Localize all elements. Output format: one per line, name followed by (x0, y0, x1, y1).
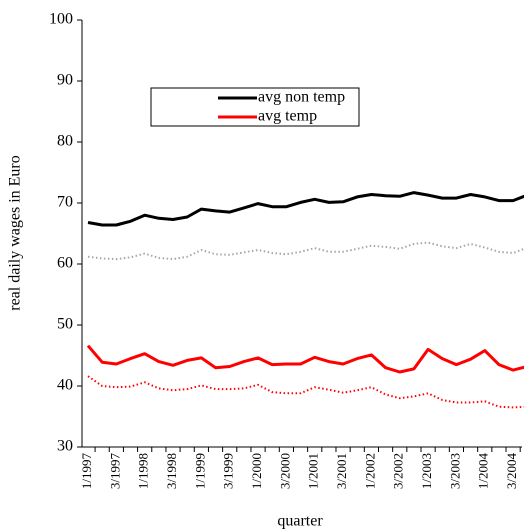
x-tick-label: 1/2002 (362, 453, 377, 489)
series-line (87, 375, 524, 409)
y-tick-label: 50 (57, 316, 73, 333)
x-tick-label: 3/2002 (391, 453, 406, 489)
series-line (87, 241, 524, 261)
series-line (86, 344, 524, 374)
x-axis-label: quarter (277, 513, 323, 530)
x-tick-label: 1/2004 (476, 453, 491, 490)
x-tick-label: 1/1999 (192, 453, 207, 489)
x-tick-label: 1/1998 (136, 453, 151, 489)
x-tick-label: 1/2000 (249, 453, 264, 489)
y-tick-label: 90 (57, 72, 73, 89)
x-tick-label: 3/2003 (447, 453, 462, 489)
series-line (87, 191, 524, 227)
x-tick-label: 3/2001 (334, 453, 349, 489)
y-tick-label: 30 (57, 438, 73, 455)
x-tick-label: 3/1998 (164, 453, 179, 489)
x-tick-label: 3/1999 (221, 453, 236, 489)
x-tick-label: 3/2004 (504, 453, 519, 490)
legend-box (150, 87, 360, 127)
y-axis-label: real daily wages in Euro (7, 155, 24, 311)
legend-label: avg non temp (258, 89, 345, 106)
legend-label: avg temp (258, 108, 317, 125)
x-tick-label: 3/2000 (277, 453, 292, 489)
x-tick-label: 1/2003 (419, 453, 434, 489)
x-tick-label: 1/1997 (79, 453, 94, 490)
x-tick-label: 1/2001 (306, 453, 321, 489)
y-tick-label: 80 (57, 133, 73, 150)
y-tick-label: 70 (57, 194, 73, 211)
y-tick-label: 100 (49, 11, 73, 28)
y-tick-label: 60 (57, 255, 73, 272)
y-tick-label: 40 (57, 377, 73, 394)
x-tick-label: 3/1997 (107, 453, 122, 490)
